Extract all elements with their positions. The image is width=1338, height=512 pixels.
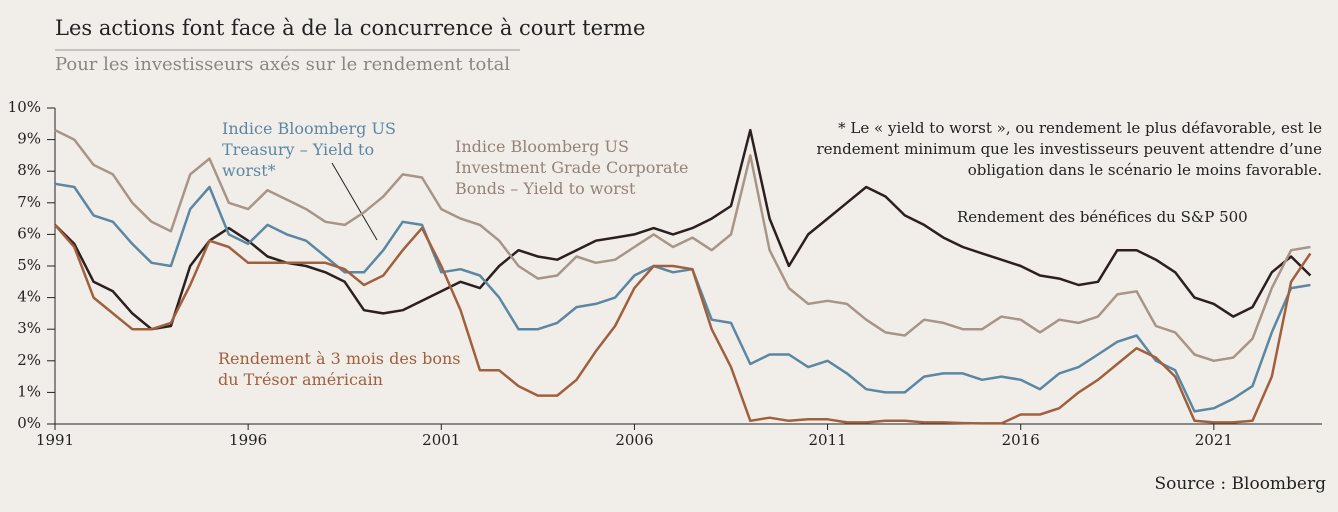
x-tick-label: 2001 <box>422 431 460 449</box>
chart-subtitle: Pour les investisseurs axés sur le rende… <box>55 54 511 75</box>
y-tick-label: 1% <box>17 382 41 400</box>
y-tick-label: 2% <box>17 351 41 369</box>
x-tick-label: 1991 <box>36 431 74 449</box>
series-label: Rendement à 3 mois des bons du Trésor am… <box>218 349 461 389</box>
series-label: Indice Bloomberg US Investment Grade Cor… <box>455 137 689 198</box>
y-tick-label: 3% <box>17 319 41 337</box>
x-tick-label: 2006 <box>615 431 653 449</box>
y-tick-label: 5% <box>17 256 41 274</box>
series-line <box>54 182 1311 413</box>
series-line <box>54 128 1311 363</box>
series-line <box>54 224 1312 425</box>
leader-line <box>331 162 378 241</box>
y-tick-label: 7% <box>17 193 41 211</box>
source: Source : Bloomberg <box>1154 474 1326 494</box>
y-tick-label: 10% <box>8 98 41 116</box>
y-tick-label: 6% <box>17 224 41 242</box>
y-tick-label: 0% <box>17 414 41 432</box>
series-line <box>54 128 1312 331</box>
series-label: Rendement des bénéfices du S&P 500 <box>957 208 1248 226</box>
x-tick-label: 1996 <box>229 431 267 449</box>
y-tick-label: 8% <box>17 161 41 179</box>
y-tick-label: 9% <box>17 130 41 148</box>
note: * Le « yield to worst », ou rendement le… <box>816 119 1322 179</box>
x-tick-label: 2011 <box>808 431 846 449</box>
series-label: Indice Bloomberg US Treasury – Yield to … <box>222 119 396 180</box>
x-tick-label: 2016 <box>1002 431 1040 449</box>
chart-title: Les actions font face à de la concurrenc… <box>55 16 646 40</box>
x-tick-label: 2021 <box>1195 431 1233 449</box>
y-tick-label: 4% <box>17 288 41 306</box>
